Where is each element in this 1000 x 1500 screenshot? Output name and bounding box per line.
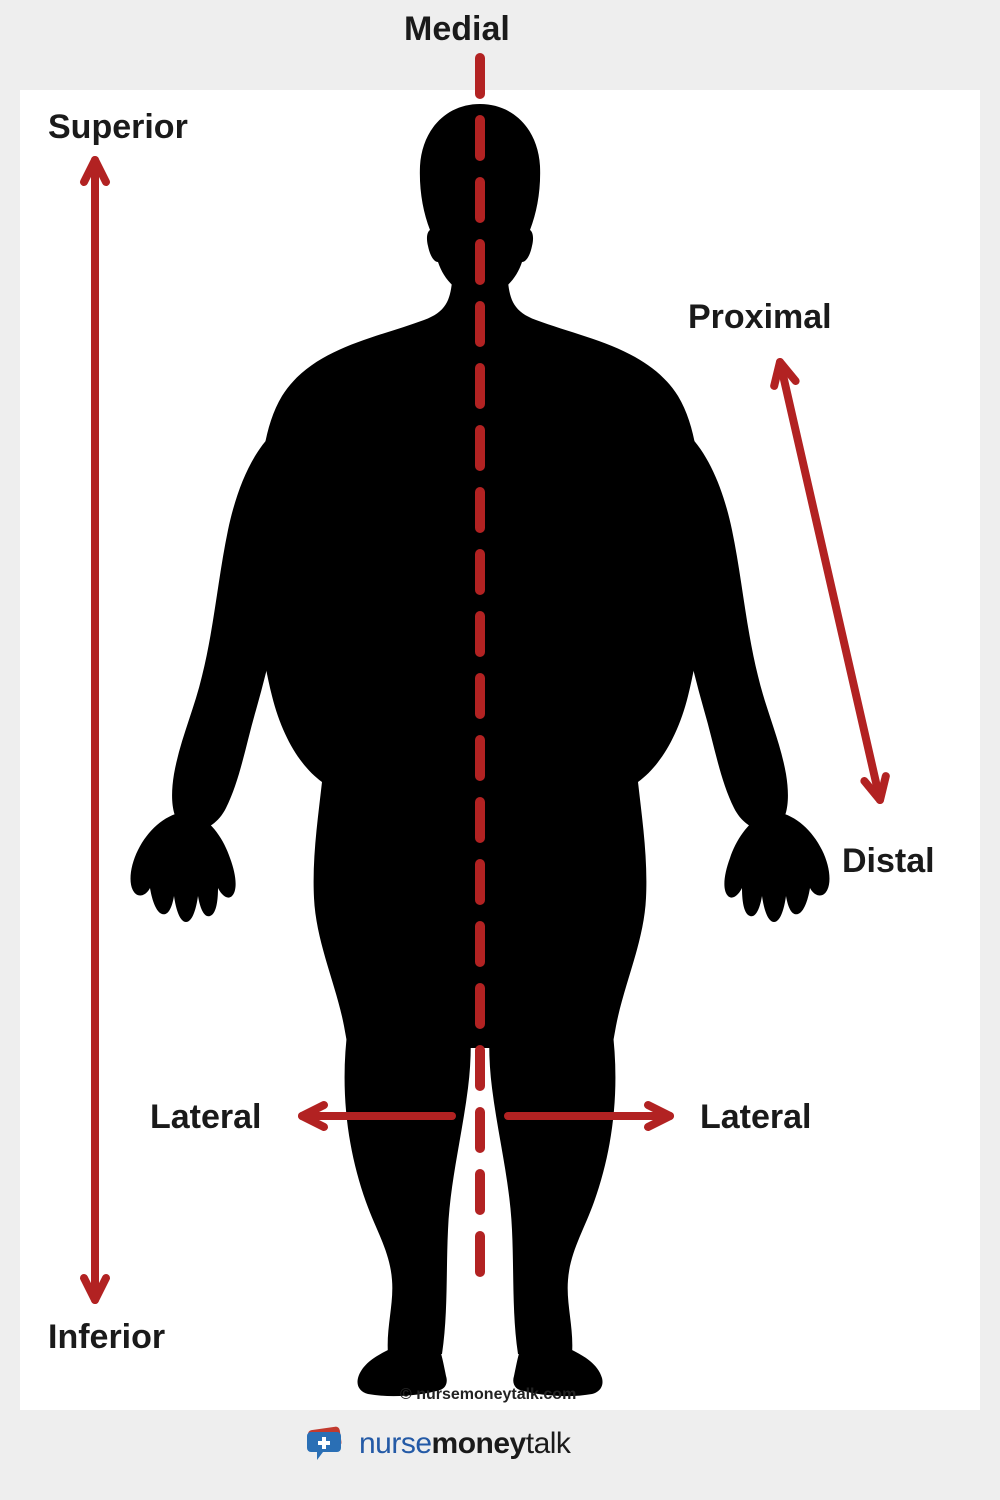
brand-wordmark: nursemoneytalk (359, 1427, 570, 1461)
copyright-text: © nursemoneytalk.com (400, 1386, 576, 1404)
anatomical-directions-diagram (0, 0, 1000, 1500)
label-inferior: Inferior (48, 1318, 165, 1357)
label-proximal: Proximal (688, 298, 832, 337)
label-lateral-left: Lateral (150, 1098, 262, 1137)
label-superior: Superior (48, 108, 188, 147)
footer-brand: nursemoneytalk (305, 1426, 570, 1462)
brand-chat-icon (305, 1426, 349, 1462)
label-medial: Medial (404, 10, 510, 49)
label-distal: Distal (842, 842, 935, 881)
label-lateral-right: Lateral (700, 1098, 812, 1137)
